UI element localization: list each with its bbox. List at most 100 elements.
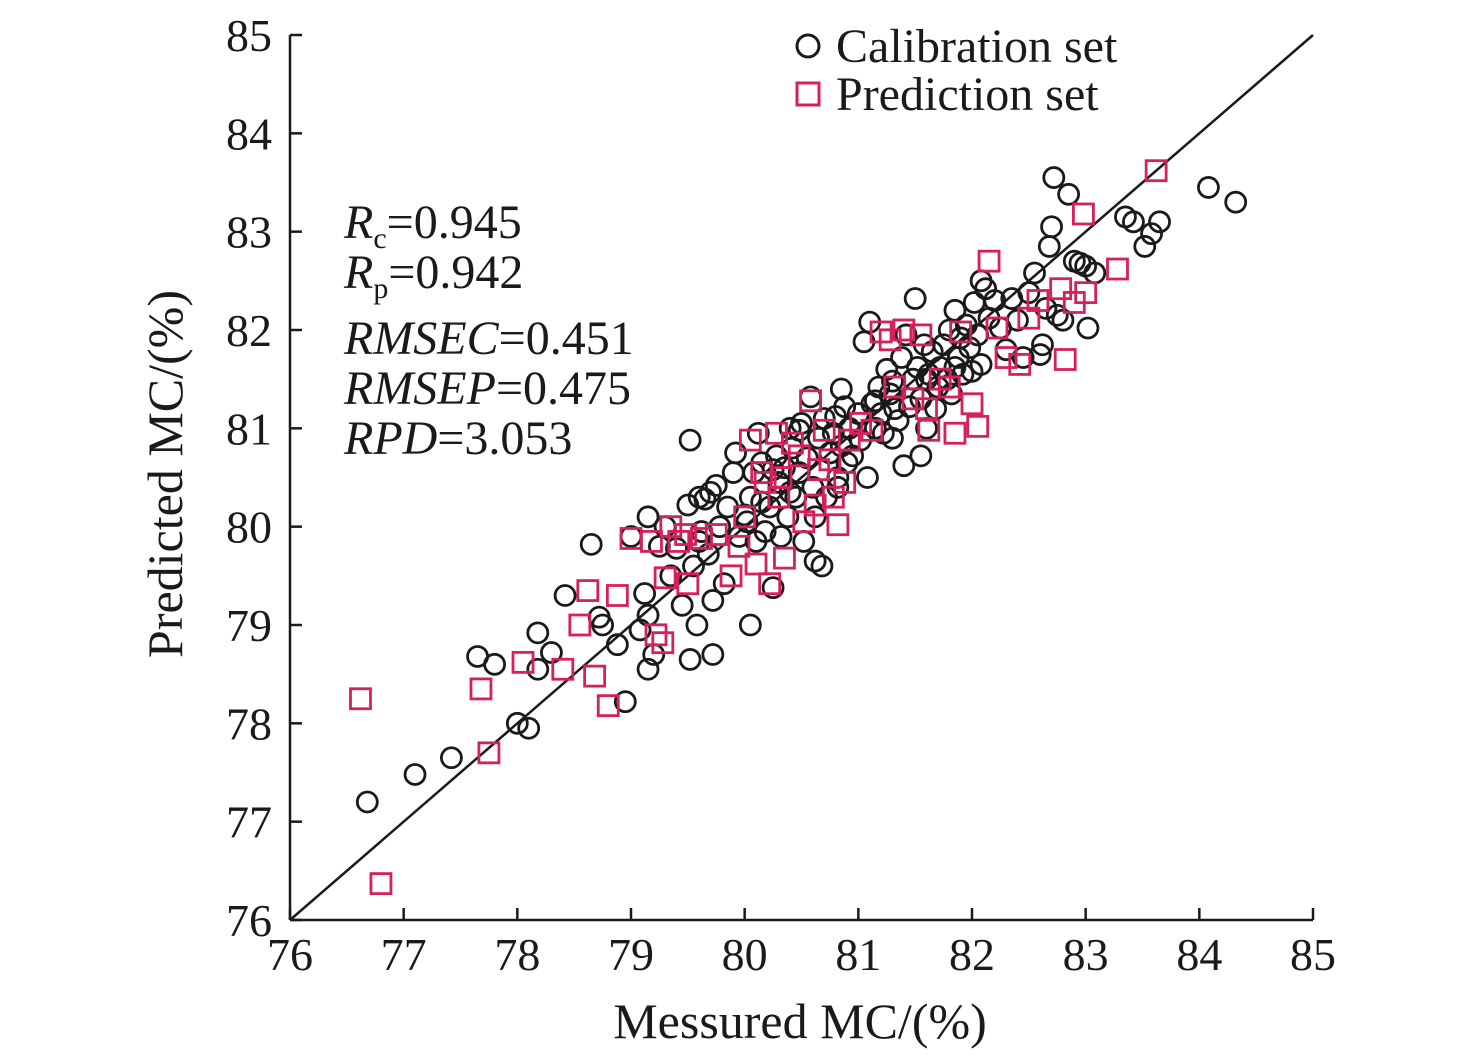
calibration-point — [787, 418, 811, 442]
stat-rmsec: RMSEC=0.451 — [343, 312, 634, 365]
prediction-point — [690, 527, 713, 550]
prediction-point — [937, 375, 961, 399]
calibration-point — [708, 515, 732, 539]
calibration-point — [678, 428, 702, 452]
calibration-point — [613, 690, 637, 714]
legend-square-icon — [795, 81, 821, 107]
calibration-point — [605, 633, 629, 657]
stat-rp-value: =0.942 — [388, 246, 523, 299]
calibration-point — [792, 530, 816, 553]
calibration-point — [803, 549, 827, 573]
calibration-point — [810, 554, 834, 578]
prediction-point — [949, 320, 973, 344]
calibration-point — [526, 621, 550, 645]
calibration-point — [659, 564, 683, 588]
prediction-point — [704, 523, 728, 546]
calibration-point — [969, 353, 993, 376]
calibration-point — [983, 289, 1007, 312]
stat-rmsec-symbol: RMSEC — [343, 312, 500, 365]
prediction-point — [767, 485, 791, 509]
prediction-point — [917, 418, 941, 442]
calibration-point — [704, 473, 728, 497]
prediction-point — [605, 584, 629, 607]
stats-annotation: Rc=0.945 Rp=0.942 RMSEC=0.451 RMSEP=0.47… — [343, 196, 634, 465]
prediction-point — [583, 664, 607, 688]
stat-rpd: RPD=3.053 — [343, 412, 572, 465]
calibration-point — [898, 395, 921, 419]
x-tick-label: 79 — [608, 929, 654, 980]
legend-circle-icon — [795, 33, 821, 59]
prediction-point — [1049, 277, 1073, 301]
calibration-point — [1023, 261, 1046, 285]
prediction-point — [596, 694, 620, 718]
prediction-point — [787, 444, 811, 468]
calibration-point — [863, 389, 887, 413]
x-tick-label: 80 — [722, 929, 768, 980]
calibration-point — [1057, 182, 1081, 206]
calibration-point — [892, 454, 916, 478]
stat-rp-symbol: R — [343, 246, 373, 299]
y-tick-label: 81 — [226, 403, 272, 454]
stat-rp: Rp=0.942 — [343, 246, 523, 305]
calibration-point — [701, 643, 725, 666]
prediction-point — [719, 564, 743, 588]
calibration-point — [915, 367, 938, 391]
calibration-point — [1224, 190, 1248, 214]
calibration-point — [962, 291, 986, 314]
calibration-point — [693, 487, 717, 511]
prediction-point — [349, 687, 372, 711]
prediction-point — [909, 323, 933, 347]
calibration-point — [517, 716, 541, 740]
calibration-point — [746, 421, 770, 445]
y-tick-label: 84 — [226, 108, 272, 159]
prediction-point — [994, 346, 1018, 369]
y-tick-label: 79 — [226, 600, 272, 651]
y-tick-label: 78 — [226, 698, 272, 749]
calibration-point — [1197, 176, 1220, 199]
stat-rpd-symbol: RPD — [343, 412, 437, 465]
calibration-point — [1148, 210, 1171, 234]
calibration-point — [636, 657, 660, 681]
calibration-point — [712, 572, 736, 596]
calibration-point — [943, 298, 967, 322]
prediction-point — [1144, 159, 1168, 183]
prediction-point — [773, 546, 796, 570]
legend-label-calibration: Calibration set — [836, 20, 1118, 73]
prediction-points — [349, 159, 1168, 896]
calibration-point — [355, 790, 379, 814]
prediction-point — [1106, 257, 1129, 281]
calibration-point — [1122, 210, 1145, 234]
legend: Calibration set Prediction set — [795, 20, 1118, 121]
prediction-point — [644, 623, 668, 647]
calibration-point — [636, 505, 660, 529]
prediction-point — [469, 677, 493, 701]
calibration-point — [699, 480, 722, 504]
reference-line-group — [289, 34, 1314, 921]
x-tick-label: 77 — [381, 929, 427, 980]
calibration-point — [653, 515, 677, 539]
stat-rmsec-value: =0.451 — [499, 312, 634, 365]
calibration-point — [903, 287, 927, 310]
prediction-point — [833, 471, 857, 494]
calibration-point — [856, 466, 879, 489]
prediction-point — [758, 572, 782, 596]
calibration-point — [403, 763, 427, 786]
prediction-point — [676, 572, 700, 596]
y-axis-title: Predicted MC/(%) — [137, 290, 193, 658]
x-tick-label: 85 — [1290, 929, 1336, 980]
stat-rc-sub: c — [373, 222, 386, 255]
y-tick-label: 82 — [226, 305, 272, 356]
calibration-point — [670, 593, 694, 617]
prediction-point — [807, 458, 830, 482]
y-tick-label: 77 — [226, 797, 272, 848]
prediction-point — [803, 493, 827, 517]
calibration-point — [833, 395, 857, 419]
stat-rc-value: =0.945 — [387, 196, 522, 249]
prediction-point — [860, 418, 884, 442]
calibration-point — [483, 652, 507, 676]
calibration-point — [1040, 215, 1063, 239]
calibration-point — [505, 711, 529, 735]
stat-rc-symbol: R — [343, 196, 373, 249]
stat-rmsep-value: =0.475 — [496, 362, 631, 415]
x-tick-label: 76 — [267, 929, 313, 980]
